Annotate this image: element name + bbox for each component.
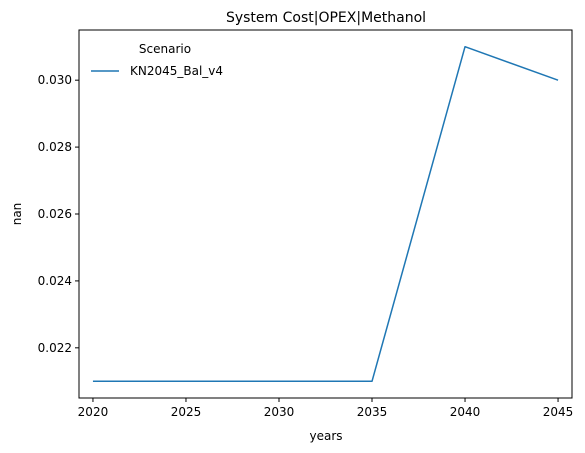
y-tick-label: 0.028 [38,140,72,154]
y-axis: 0.022 0.024 0.026 0.028 0.030 [38,73,79,355]
y-axis-label: nan [10,203,24,226]
x-tick-label: 2040 [450,405,481,419]
x-tick-label: 2020 [78,405,109,419]
chart-title: System Cost|OPEX|Methanol [226,10,426,26]
x-axis: 2020 2025 2030 2035 2040 2045 [78,398,574,419]
y-tick-label: 0.026 [38,207,72,221]
y-tick-label: 0.030 [38,73,72,87]
x-axis-label: years [309,429,342,443]
x-tick-label: 2045 [543,405,574,419]
legend: Scenario KN2045_Bal_v4 [91,42,223,78]
x-tick-label: 2030 [264,405,295,419]
series-line [92,45,559,383]
y-tick-label: 0.024 [38,274,72,288]
plot-area [92,45,559,383]
x-tick-label: 2035 [357,405,388,419]
x-tick-label: 2025 [171,405,202,419]
legend-title: Scenario [139,42,191,56]
y-tick-label: 0.022 [38,341,72,355]
legend-entry: KN2045_Bal_v4 [130,64,223,78]
